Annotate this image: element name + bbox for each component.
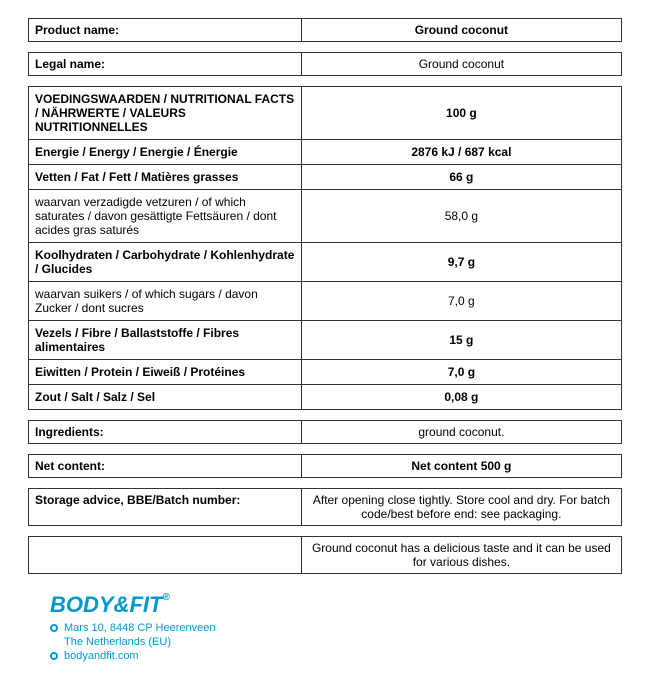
- nutrition-row-value: 2876 kJ / 687 kcal: [301, 140, 621, 165]
- nutrition-row-label: Energie / Energy / Energie / Énergie: [29, 140, 302, 165]
- ingredients-row: Ingredients: ground coconut.: [29, 421, 622, 444]
- brand-address-line-1: Mars 10, 8448 CP Heerenveen: [50, 622, 622, 634]
- nutrition-row-value: 58,0 g: [301, 190, 621, 243]
- nutrition-header-row: VOEDINGSWAARDEN / NUTRITIONAL FACTS / NÄ…: [29, 87, 622, 140]
- net-content-value: Net content 500 g: [301, 455, 621, 478]
- nutrition-row-value: 15 g: [301, 321, 621, 360]
- brand-address-1-text: Mars 10, 8448 CP Heerenveen: [64, 622, 215, 634]
- nutrition-row-label: Koolhydraten / Carbohydrate / Kohlenhydr…: [29, 243, 302, 282]
- product-name-table: Product name: Ground coconut: [28, 18, 622, 42]
- nutrition-row-label: Eiwitten / Protein / Eiweiß / Protéines: [29, 360, 302, 385]
- brand-footer: BODY&FIT® Mars 10, 8448 CP Heerenveen Th…: [50, 592, 622, 662]
- nutrition-row-label: Zout / Salt / Salz / Sel: [29, 385, 302, 410]
- bullet-icon: [50, 652, 58, 660]
- description-row: Ground coconut has a delicious taste and…: [29, 537, 622, 574]
- nutrition-header-value: 100 g: [301, 87, 621, 140]
- legal-name-table: Legal name: Ground coconut: [28, 52, 622, 76]
- nutrition-row: Zout / Salt / Salz / Sel0,08 g: [29, 385, 622, 410]
- storage-table: Storage advice, BBE/Batch number: After …: [28, 488, 622, 526]
- nutrition-header-label: VOEDINGSWAARDEN / NUTRITIONAL FACTS / NÄ…: [29, 87, 302, 140]
- legal-name-value: Ground coconut: [301, 53, 621, 76]
- description-empty: [29, 537, 302, 574]
- nutrition-row-value: 9,7 g: [301, 243, 621, 282]
- nutrition-row: Eiwitten / Protein / Eiweiß / Protéines7…: [29, 360, 622, 385]
- nutrition-row-label: waarvan verzadigde vetzuren / of which s…: [29, 190, 302, 243]
- trademark-icon: ®: [162, 592, 169, 603]
- legal-name-label: Legal name:: [29, 53, 302, 76]
- brand-logo: BODY&FIT®: [50, 592, 622, 618]
- storage-label: Storage advice, BBE/Batch number:: [29, 489, 302, 526]
- nutrition-row-label: Vezels / Fibre / Ballaststoffe / Fibres …: [29, 321, 302, 360]
- nutrition-row: waarvan suikers / of which sugars / davo…: [29, 282, 622, 321]
- ingredients-table: Ingredients: ground coconut.: [28, 420, 622, 444]
- product-name-label: Product name:: [29, 19, 302, 42]
- ingredients-label: Ingredients:: [29, 421, 302, 444]
- nutrition-row: Vetten / Fat / Fett / Matières grasses66…: [29, 165, 622, 190]
- brand-logo-text: BODY&FIT: [50, 592, 162, 617]
- brand-address-2-text: The Netherlands (EU): [64, 636, 171, 648]
- nutrition-row-label: Vetten / Fat / Fett / Matières grasses: [29, 165, 302, 190]
- description-value: Ground coconut has a delicious taste and…: [301, 537, 621, 574]
- nutrition-row: Vezels / Fibre / Ballaststoffe / Fibres …: [29, 321, 622, 360]
- nutrition-row-value: 0,08 g: [301, 385, 621, 410]
- nutrition-row: waarvan verzadigde vetzuren / of which s…: [29, 190, 622, 243]
- brand-address-line-2: The Netherlands (EU): [64, 636, 622, 648]
- net-content-label: Net content:: [29, 455, 302, 478]
- ingredients-value: ground coconut.: [301, 421, 621, 444]
- nutrition-row-value: 7,0 g: [301, 282, 621, 321]
- brand-website-line: bodyandfit.com: [50, 650, 622, 662]
- nutrition-row-label: waarvan suikers / of which sugars / davo…: [29, 282, 302, 321]
- nutrition-table: VOEDINGSWAARDEN / NUTRITIONAL FACTS / NÄ…: [28, 86, 622, 410]
- bullet-icon: [50, 624, 58, 632]
- nutrition-row: Energie / Energy / Energie / Énergie2876…: [29, 140, 622, 165]
- product-name-value: Ground coconut: [301, 19, 621, 42]
- net-content-row: Net content: Net content 500 g: [29, 455, 622, 478]
- nutrition-row-value: 66 g: [301, 165, 621, 190]
- storage-row: Storage advice, BBE/Batch number: After …: [29, 489, 622, 526]
- legal-name-row: Legal name: Ground coconut: [29, 53, 622, 76]
- net-content-table: Net content: Net content 500 g: [28, 454, 622, 478]
- product-name-row: Product name: Ground coconut: [29, 19, 622, 42]
- storage-value: After opening close tightly. Store cool …: [301, 489, 621, 526]
- nutrition-row-value: 7,0 g: [301, 360, 621, 385]
- brand-website-text: bodyandfit.com: [64, 650, 139, 662]
- description-table: Ground coconut has a delicious taste and…: [28, 536, 622, 574]
- nutrition-row: Koolhydraten / Carbohydrate / Kohlenhydr…: [29, 243, 622, 282]
